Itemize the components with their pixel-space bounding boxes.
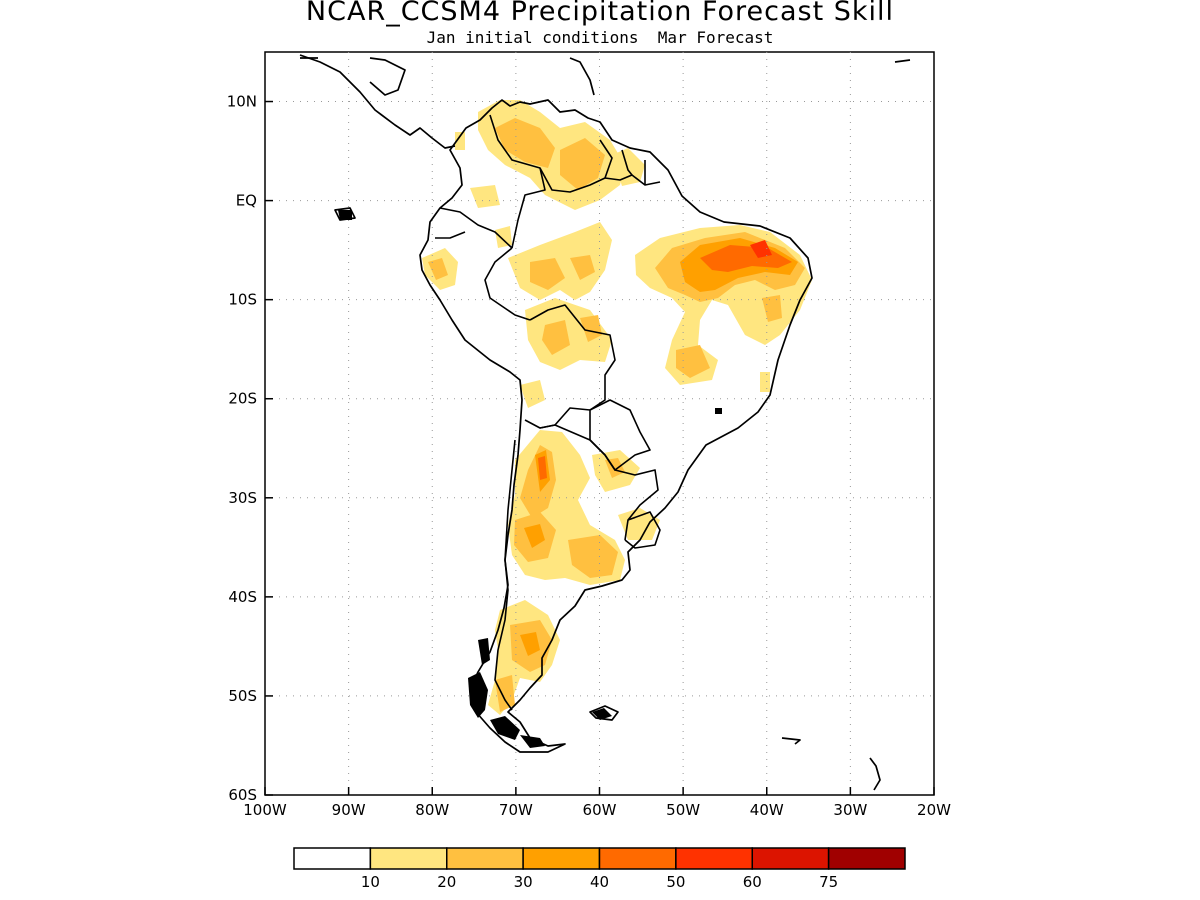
colorbar-swatch	[675, 847, 753, 870]
lat-tick-label: 30S	[228, 489, 257, 507]
chile-fjords	[338, 210, 722, 748]
lat-tick-label: EQ	[236, 192, 257, 210]
coastlines	[299, 54, 911, 791]
colorbar-label: 10	[361, 873, 380, 891]
colorbar-swatch	[446, 847, 524, 870]
lon-tick-label: 40W	[750, 801, 784, 819]
lon-tick-label: 60W	[583, 801, 617, 819]
graticule	[265, 52, 934, 795]
colorbar-swatch	[827, 847, 906, 870]
country-borders	[435, 114, 661, 711]
lat-tick-label: 40S	[228, 588, 257, 606]
colorbar-label: 50	[666, 873, 685, 891]
skill-shading	[422, 100, 812, 715]
lat-tick-label: 50S	[228, 687, 257, 705]
lat-tick-label: 10S	[228, 291, 257, 309]
lat-tick-label: 60S	[228, 786, 257, 804]
lat-tick-label: 10N	[227, 93, 257, 111]
colorbar-swatch	[751, 847, 830, 870]
lat-tick-label: 20S	[228, 390, 257, 408]
lon-tick-label: 30W	[833, 801, 867, 819]
colorbar-label: 60	[743, 873, 762, 891]
lon-tick-label: 20W	[917, 801, 951, 819]
colorbar-label: 20	[437, 873, 456, 891]
lon-tick-label: 90W	[332, 801, 366, 819]
lon-tick-label: 70W	[499, 801, 533, 819]
lon-tick-label: 80W	[415, 801, 449, 819]
lon-tick-label: 100W	[243, 801, 287, 819]
chart-title: NCAR_CCSM4 Precipitation Forecast Skill	[305, 0, 895, 27]
chart-subtitle: Jan initial conditions Mar Forecast	[426, 28, 774, 47]
colorbar-label: 75	[819, 873, 838, 891]
colorbar-swatch	[598, 847, 677, 870]
lon-tick-label: 50W	[666, 801, 700, 819]
colorbar: 10 20 30 40 50 60 75	[293, 847, 906, 891]
axes: 100W 90W 80W 70W 60W 50W 40W 30W 20W 10N EQ 10S 20S 3…	[227, 93, 951, 819]
colorbar-label: 30	[514, 873, 533, 891]
colorbar-swatch	[369, 847, 448, 870]
colorbar-label: 40	[590, 873, 609, 891]
colorbar-swatch	[293, 847, 372, 870]
colorbar-swatch	[522, 847, 601, 870]
